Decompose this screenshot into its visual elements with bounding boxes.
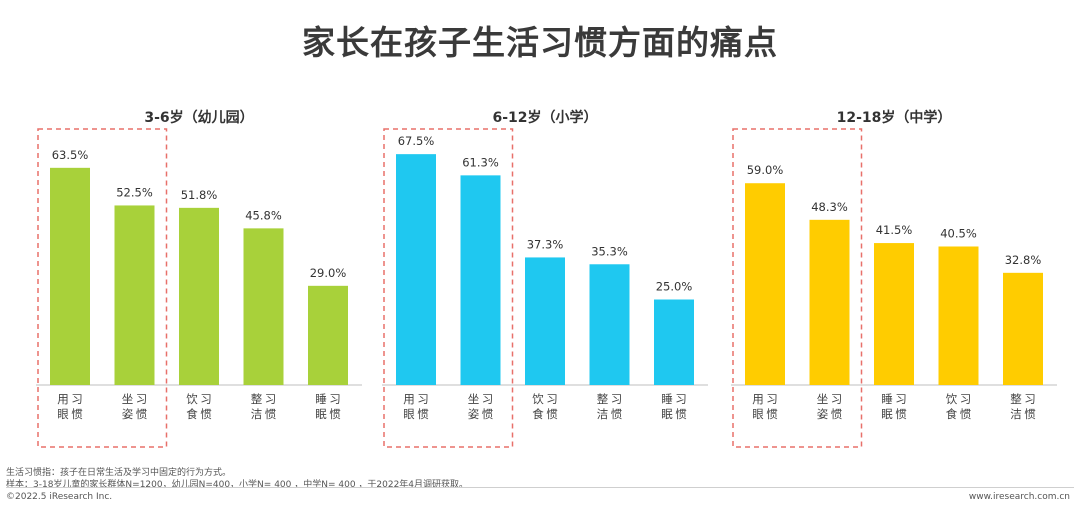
category-label: 整洁习惯 bbox=[251, 392, 277, 421]
bar bbox=[460, 175, 501, 385]
footer-website: www.iresearch.com.cn bbox=[968, 492, 1070, 502]
bar bbox=[179, 207, 219, 385]
data-label: 40.5% bbox=[940, 226, 977, 240]
category-label: 睡眠习惯 bbox=[661, 392, 687, 421]
data-label: 51.8% bbox=[181, 188, 218, 202]
data-label: 32.8% bbox=[1005, 253, 1042, 267]
data-label: 59.0% bbox=[747, 163, 784, 177]
bar bbox=[874, 243, 914, 385]
bar bbox=[938, 246, 979, 385]
footer-copyright: ©2022.5 iResearch Inc. bbox=[6, 492, 113, 502]
data-label: 48.3% bbox=[811, 200, 848, 214]
category-label: 坐姿习惯 bbox=[468, 392, 494, 421]
chart-title: 6-12岁（小学） bbox=[492, 109, 597, 126]
data-label: 52.5% bbox=[116, 185, 153, 199]
bar bbox=[114, 205, 155, 385]
category-label: 用眼习惯 bbox=[57, 392, 83, 421]
category-label: 用眼习惯 bbox=[752, 392, 778, 421]
bar bbox=[243, 228, 284, 385]
bar bbox=[809, 219, 850, 385]
highlight-box bbox=[383, 128, 514, 448]
footnote-sample: 样本：3-18岁儿童的家长群体N=1200，幼儿园N=400，小学N= 400 … bbox=[6, 480, 469, 490]
chart-title: 3-6岁（幼儿园） bbox=[144, 109, 253, 126]
category-label: 饮食习惯 bbox=[186, 392, 212, 421]
category-label: 整洁习惯 bbox=[597, 392, 623, 421]
bar-charts: 3-6岁（幼儿园） 63.5% 用眼习惯 52.5% 坐姿习惯 51.8% 饮食习惯 45.8… bbox=[36, 109, 1057, 448]
chart-group-0: 3-6岁（幼儿园） 63.5% 用眼习惯 52.5% 坐姿习惯 51.8% 饮食习惯 45.8… bbox=[36, 109, 362, 448]
highlight-box bbox=[732, 128, 863, 448]
category-label: 睡眠习惯 bbox=[315, 392, 341, 421]
bar bbox=[308, 285, 348, 385]
data-label: 63.5% bbox=[52, 148, 89, 162]
data-label: 67.5% bbox=[398, 134, 435, 148]
bar bbox=[589, 264, 630, 385]
bar bbox=[654, 299, 694, 385]
bar bbox=[1003, 272, 1043, 385]
data-label: 61.3% bbox=[462, 155, 499, 169]
category-label: 整洁习惯 bbox=[1010, 392, 1036, 421]
data-label: 41.5% bbox=[876, 223, 913, 237]
chart-group-1: 6-12岁（小学） 67.5% 用眼习惯 61.3% 坐姿习惯 37.3% 饮食习惯 35.3… bbox=[382, 109, 708, 448]
footnote-definition: 生活习惯指：孩子在日常生活及学习中固定的行为方式。 bbox=[6, 468, 232, 478]
data-label: 35.3% bbox=[591, 244, 628, 258]
category-label: 饮食习惯 bbox=[946, 392, 972, 421]
category-label: 坐姿习惯 bbox=[817, 392, 843, 421]
bar bbox=[50, 167, 90, 385]
chart-title: 12-18岁（中学） bbox=[837, 109, 952, 126]
chart-group-2: 12-18岁（中学） 59.0% 用眼习惯 48.3% 坐姿习惯 41.5% 睡眠习惯 40.… bbox=[731, 109, 1057, 448]
bar bbox=[745, 183, 785, 385]
data-label: 37.3% bbox=[527, 237, 564, 251]
bar bbox=[396, 154, 436, 385]
footer-divider bbox=[6, 487, 1074, 488]
bar bbox=[525, 257, 565, 385]
category-label: 睡眠习惯 bbox=[881, 392, 907, 421]
page-title: 家长在孩子生活习惯方面的痛点 bbox=[302, 23, 778, 62]
data-label: 25.0% bbox=[656, 280, 693, 294]
data-label: 29.0% bbox=[310, 266, 347, 280]
category-label: 饮食习惯 bbox=[532, 392, 558, 421]
highlight-box bbox=[37, 128, 168, 448]
category-label: 坐姿习惯 bbox=[122, 392, 148, 421]
category-label: 用眼习惯 bbox=[403, 392, 429, 421]
data-label: 45.8% bbox=[245, 208, 282, 222]
